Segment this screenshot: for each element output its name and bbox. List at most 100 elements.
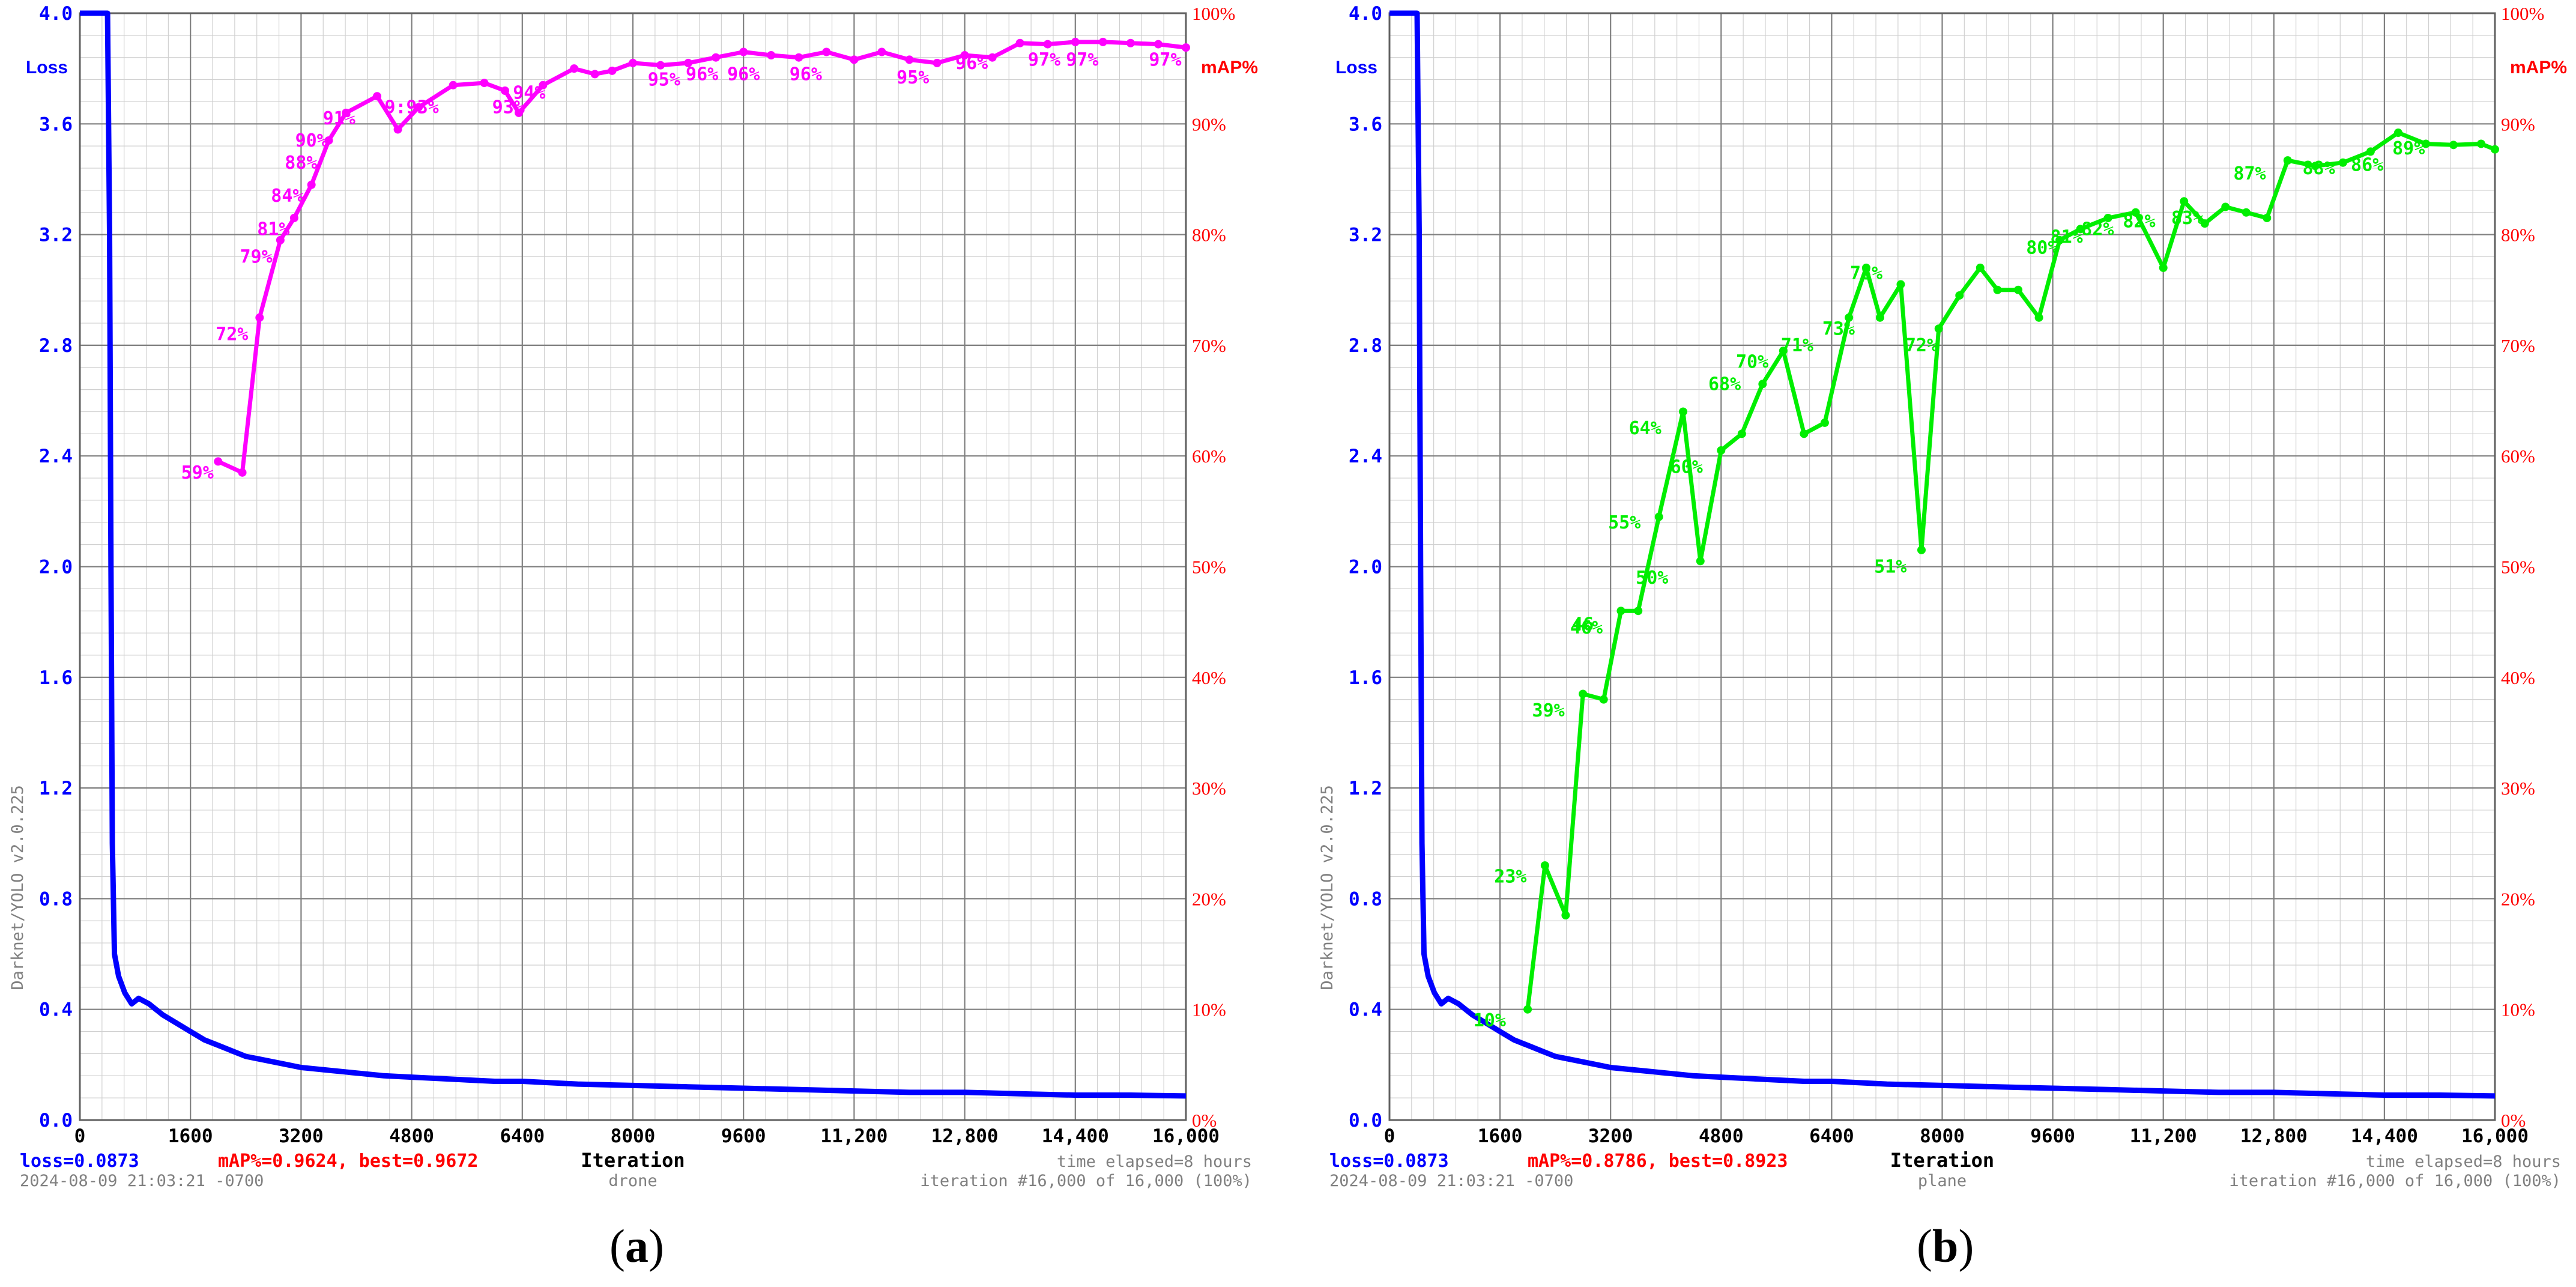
x-axis-title: Iteration bbox=[1890, 1149, 1994, 1172]
y-right-axis-title: mAP% bbox=[2510, 58, 2567, 77]
footer-loss: loss=0.0873 bbox=[20, 1151, 139, 1172]
y-left-tick-label: 3.2 bbox=[1349, 225, 1382, 246]
y-left-axis-title: Loss bbox=[26, 58, 68, 77]
y-left-tick-label: 1.2 bbox=[39, 778, 73, 799]
y-right-tick-label: 20% bbox=[1192, 888, 1226, 909]
x-tick-label: 14,400 bbox=[2351, 1125, 2418, 1147]
map-data-label: 50% bbox=[1636, 568, 1668, 589]
footer-time: time elapsed=8 hours bbox=[2366, 1152, 2561, 1171]
map-point bbox=[1717, 446, 1726, 455]
map-point bbox=[342, 108, 351, 117]
y-right-tick-label: 100% bbox=[2501, 3, 2544, 24]
map-point bbox=[2180, 197, 2189, 206]
vertical-version-label: Darknet/YOLO v2.0.225 bbox=[8, 785, 27, 990]
map-data-label: 94% bbox=[513, 83, 545, 104]
x-tick-label: 1600 bbox=[168, 1125, 213, 1147]
caption-a-close: ) bbox=[648, 1220, 664, 1272]
map-point bbox=[2200, 219, 2209, 228]
plot-frame bbox=[1388, 12, 2496, 1121]
footer-progress: iteration #16,000 of 16,000 (100%) bbox=[920, 1172, 1252, 1190]
map-point bbox=[590, 70, 599, 79]
map-data-label: 60% bbox=[1670, 457, 1703, 478]
y-right-tick-label: 30% bbox=[2501, 778, 2535, 799]
map-point bbox=[629, 58, 637, 67]
x-tick-label: 4800 bbox=[389, 1125, 434, 1147]
map-point bbox=[1934, 324, 1943, 333]
map-data-label: 84% bbox=[271, 186, 303, 207]
map-data-label: 86% bbox=[2351, 154, 2383, 175]
y-right-tick-label: 90% bbox=[1192, 114, 1226, 135]
map-data-label: 68% bbox=[1708, 374, 1741, 395]
footer-progress: iteration #16,000 of 16,000 (100%) bbox=[2229, 1172, 2561, 1190]
x-tick-label: 11,200 bbox=[820, 1125, 887, 1147]
y-right-tick-label: 0% bbox=[2501, 1110, 2526, 1131]
x-tick-label: 6400 bbox=[500, 1125, 545, 1147]
map-point bbox=[988, 53, 997, 62]
footer-date: 2024-08-09 21:03:21 -0700 bbox=[1329, 1172, 1573, 1190]
map-point bbox=[1861, 263, 1870, 272]
map-point bbox=[850, 55, 859, 64]
map-point bbox=[1993, 285, 2002, 294]
map-data-label: 81% bbox=[2051, 226, 2083, 247]
map-point bbox=[933, 58, 942, 67]
map-point bbox=[1523, 1005, 1532, 1014]
map-point bbox=[501, 86, 510, 95]
footer-time: time elapsed=8 hours bbox=[1057, 1152, 1252, 1171]
map-point bbox=[1696, 557, 1705, 566]
map-point bbox=[1071, 37, 1080, 46]
map-point bbox=[1737, 429, 1746, 438]
x-tick-label: 6400 bbox=[1809, 1125, 1854, 1147]
map-point bbox=[656, 61, 665, 70]
caption-a-open: ( bbox=[609, 1220, 625, 1272]
y-right-tick-label: 40% bbox=[2501, 667, 2535, 688]
map-point bbox=[2393, 129, 2402, 138]
y-left-tick-label: 2.0 bbox=[1349, 557, 1382, 578]
y-left-axis-title: Loss bbox=[1335, 58, 1377, 77]
caption-a-letter: a bbox=[624, 1220, 649, 1272]
map-point bbox=[2242, 208, 2251, 217]
map-point bbox=[2366, 147, 2375, 156]
map-data-label: 59% bbox=[181, 462, 214, 483]
map-point bbox=[1015, 38, 1024, 47]
map-data-label: 81% bbox=[257, 219, 289, 240]
y-left-tick-label: 3.2 bbox=[39, 225, 73, 246]
map-point bbox=[238, 468, 247, 477]
y-left-tick-label: 4.0 bbox=[1349, 3, 1382, 25]
map-point bbox=[307, 180, 316, 189]
y-left-tick-label: 3.6 bbox=[39, 114, 73, 135]
map-point bbox=[2476, 139, 2485, 148]
map-point bbox=[739, 47, 748, 56]
map-data-label: 97% bbox=[1149, 49, 1181, 70]
map-point bbox=[2283, 156, 2292, 165]
x-tick-label: 0 bbox=[74, 1125, 86, 1147]
map-point bbox=[1634, 607, 1643, 616]
map-data-label: 82% bbox=[2123, 211, 2155, 232]
map-point bbox=[1561, 911, 1570, 920]
footer-class-name: plane bbox=[1918, 1172, 1967, 1190]
map-point bbox=[515, 108, 524, 117]
x-tick-label: 3200 bbox=[279, 1125, 324, 1147]
y-right-tick-label: 60% bbox=[2501, 446, 2535, 467]
major-grid bbox=[79, 12, 1187, 1121]
caption-b: (b) bbox=[1917, 1219, 1974, 1273]
map-point bbox=[905, 55, 914, 64]
x-tick-label: 3200 bbox=[1588, 1125, 1633, 1147]
map-data-label: 88% bbox=[285, 153, 317, 174]
y-right-tick-label: 10% bbox=[1192, 999, 1226, 1020]
map-point bbox=[1955, 291, 1964, 300]
map-point bbox=[1654, 512, 1663, 521]
map-point bbox=[877, 47, 886, 56]
y-right-tick-label: 70% bbox=[1192, 335, 1226, 356]
y-right-tick-label: 40% bbox=[1192, 667, 1226, 688]
map-data-label: 96% bbox=[686, 64, 718, 85]
x-tick-label: 9600 bbox=[721, 1125, 766, 1147]
map-point bbox=[1976, 263, 1985, 272]
map-data-label: 83% bbox=[2171, 208, 2204, 229]
y-left-tick-label: 4.0 bbox=[39, 3, 73, 25]
map-data-label: 95% bbox=[896, 67, 929, 88]
map-data-label: 46% bbox=[1570, 617, 1603, 638]
footer-class-name: drone bbox=[608, 1172, 657, 1190]
map-data-label: 89% bbox=[2392, 138, 2425, 159]
map-point bbox=[289, 213, 298, 222]
plot-frame bbox=[79, 12, 1187, 1121]
